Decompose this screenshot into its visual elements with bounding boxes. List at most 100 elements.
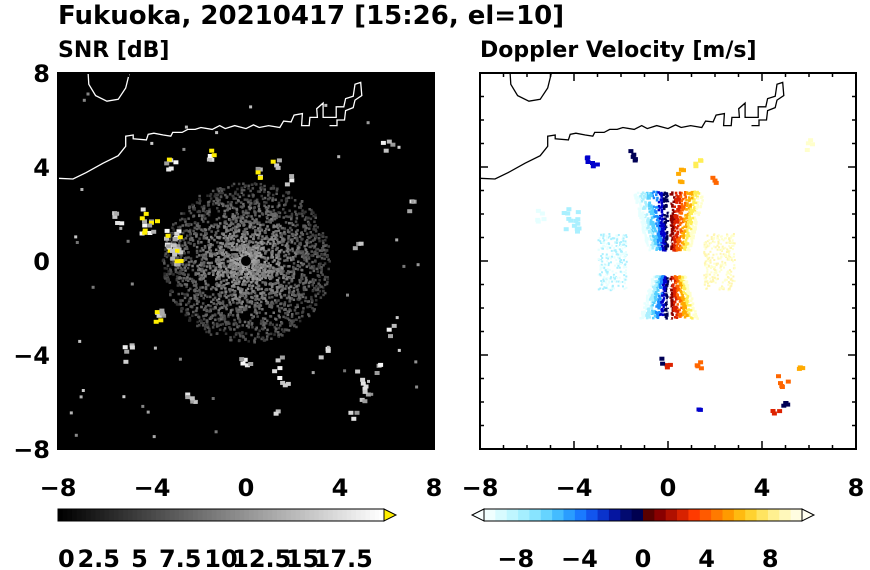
- snr-pixel: [300, 261, 303, 265]
- snr-pixel: [183, 229, 186, 233]
- snr-pixel: [239, 248, 242, 251]
- snr-pixel: [301, 311, 304, 314]
- snr-pixel: [231, 206, 235, 209]
- snr-pixel: [251, 265, 254, 268]
- doppler-pixel: [666, 245, 669, 248]
- snr-pixel: [258, 307, 261, 310]
- doppler-pixel: [711, 240, 714, 243]
- snr-pixel: [282, 276, 285, 279]
- doppler-pixel: [623, 274, 626, 277]
- snr-pixel: [164, 252, 167, 255]
- snr-pixel: [272, 225, 275, 229]
- snr-pixel: [298, 235, 302, 238]
- snr-noise-cell: [146, 410, 150, 414]
- snr-pixel: [316, 292, 320, 295]
- doppler-pixel: [690, 237, 693, 240]
- snr-pixel: [198, 290, 202, 294]
- snr-pixel: [296, 229, 299, 232]
- snr-pixel: [232, 218, 235, 221]
- doppler-pixel: [703, 262, 706, 265]
- doppler-pixel: [661, 283, 665, 287]
- snr-pixel: [192, 215, 195, 218]
- snr-pixel: [236, 187, 239, 191]
- snr-pixel: [260, 242, 263, 246]
- doppler-pixel: [602, 278, 605, 281]
- snr-pixel: [240, 236, 243, 239]
- doppler-pixel: [689, 309, 693, 312]
- snr-pixel: [230, 248, 233, 252]
- snr-pixel: [169, 234, 173, 238]
- doppler-pixel: [643, 306, 646, 309]
- snr-pixel: [263, 204, 266, 207]
- snr-pixel: [289, 226, 292, 230]
- doppler-pixel: [600, 233, 603, 236]
- snr-pixel: [287, 237, 290, 240]
- doppler-pixel: [679, 279, 683, 282]
- snr-pixel: [218, 301, 221, 304]
- doppler-pixel: [600, 246, 603, 249]
- snr-pixel: [284, 312, 287, 315]
- doppler-pixel: [663, 207, 666, 211]
- doppler-pixel: [667, 247, 671, 251]
- snr-pixel: [210, 287, 213, 291]
- snr-pixel: [237, 271, 240, 275]
- snr-echo-cell: [164, 236, 169, 241]
- snr-pixel: [264, 281, 267, 284]
- snr-pixel: [301, 214, 304, 218]
- doppler-pixel: [662, 193, 666, 197]
- snr-pixel: [289, 285, 292, 289]
- snr-pixel: [277, 257, 280, 261]
- snr-pixel: [290, 214, 294, 218]
- doppler-pixel: [727, 281, 730, 283]
- snr-pixel: [228, 254, 231, 257]
- snr-pixel: [209, 309, 212, 313]
- snr-pixel: [240, 305, 244, 309]
- doppler-echo-cell: [698, 158, 704, 163]
- snr-pixel: [267, 194, 270, 197]
- snr-echo-cell: [185, 392, 191, 397]
- doppler-pixel: [686, 295, 690, 298]
- snr-echo-cell: [209, 148, 215, 153]
- snr-pixel: [308, 314, 311, 318]
- snr-pixel: [252, 233, 255, 236]
- snr-pixel: [215, 303, 218, 306]
- doppler-pixel: [713, 236, 716, 239]
- doppler-pixel: [612, 287, 615, 290]
- snr-pixel: [184, 223, 188, 226]
- snr-pixel: [318, 249, 322, 252]
- doppler-pixel: [675, 246, 678, 249]
- doppler-pixel: [684, 234, 688, 237]
- snr-noise-cell: [402, 264, 406, 268]
- snr-pixel: [199, 292, 202, 295]
- snr-pixel: [285, 191, 288, 194]
- snr-pixel: [271, 219, 274, 222]
- snr-pixel: [166, 272, 170, 276]
- doppler-pixel: [622, 253, 625, 256]
- doppler-pixel: [597, 239, 600, 242]
- snr-pixel: [255, 250, 258, 254]
- doppler-pixel: [685, 243, 689, 246]
- snr-pixel: [272, 234, 276, 237]
- snr-pixel: [304, 296, 308, 299]
- snr-pixel: [292, 276, 295, 279]
- snr-pixel: [272, 291, 276, 294]
- snr-echo-cell: [156, 313, 162, 318]
- snr-pixel: [278, 241, 281, 244]
- doppler-pixel: [615, 239, 618, 242]
- doppler-pixel: [680, 303, 683, 306]
- doppler-pixel: [676, 220, 679, 223]
- x-tick-label: −8: [40, 474, 77, 502]
- doppler-pixel: [731, 239, 734, 242]
- doppler-pixel: [620, 259, 623, 261]
- snr-pixel: [314, 234, 318, 237]
- doppler-pixel: [667, 289, 671, 292]
- snr-pixel: [216, 201, 220, 204]
- doppler-pixel: [660, 292, 664, 295]
- snr-pixel: [311, 283, 314, 287]
- doppler-pixel: [689, 207, 693, 211]
- snr-pixel: [222, 258, 225, 261]
- doppler-pixel: [671, 232, 675, 235]
- doppler-pixel: [688, 221, 691, 224]
- doppler-pixel: [703, 283, 706, 286]
- snr-noise-cell: [326, 345, 330, 349]
